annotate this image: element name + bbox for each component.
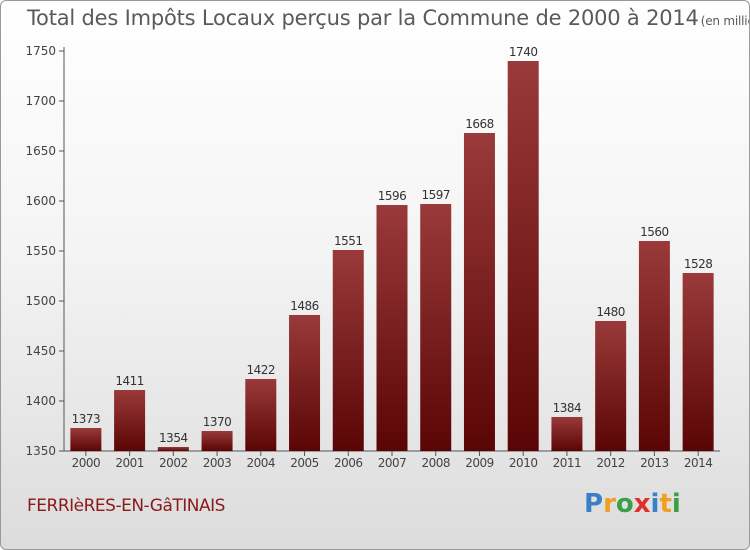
bar-2014 (682, 273, 714, 451)
x-tick-label-2012: 2012 (596, 456, 625, 470)
logo-letter: t (659, 489, 672, 519)
proxiti-logo: Proxiti (584, 489, 681, 519)
data-label-2008: 1597 (421, 188, 450, 202)
y-tick-label: 1350 (25, 444, 56, 458)
x-tick-label-2009: 2009 (465, 456, 494, 470)
x-tick-label-2000: 2000 (72, 456, 101, 470)
bar-2002 (157, 447, 189, 451)
y-tick-label: 1750 (25, 44, 56, 58)
bar-2011 (551, 417, 583, 451)
data-label-2013: 1560 (640, 225, 669, 239)
x-tick-label-2002: 2002 (159, 456, 188, 470)
commune-name: FERRIèRES-EN-GâTINAIS (27, 496, 225, 516)
bar-2004 (245, 379, 277, 451)
chart-title-text: Total des Impôts Locaux perçus par la Co… (27, 6, 699, 30)
data-label-2012: 1480 (596, 305, 625, 319)
x-tick-label-2001: 2001 (115, 456, 144, 470)
data-label-2003: 1370 (203, 415, 232, 429)
x-tick-label-2008: 2008 (421, 456, 450, 470)
bar-2009 (463, 133, 495, 451)
data-label-2000: 1373 (72, 412, 101, 426)
x-axis: 2000 2001 2002 2003 2004 2005 2006 2007 2008 2009… (64, 450, 720, 470)
y-tick-label: 1450 (25, 344, 56, 358)
bar-2001 (114, 390, 146, 451)
x-tick-label-2011: 2011 (553, 456, 582, 470)
bar-2012 (595, 321, 627, 451)
logo-letter: r (603, 489, 616, 519)
chart-title-unit: (en milliers d'€) (700, 14, 749, 28)
logo-letter: o (615, 489, 634, 519)
x-tick-label-2014: 2014 (684, 456, 713, 470)
data-label-2009: 1668 (465, 117, 494, 131)
y-axis: 1350 1400 1450 1500 1550 1600 1650 1700 1750 (25, 44, 65, 458)
x-tick-label-2003: 2003 (203, 456, 232, 470)
data-labels: 1373 1411 1354 1370 1422 1486 1551 1596 1597 1668… (72, 45, 713, 445)
y-tick-label: 1650 (25, 144, 56, 158)
bar-2013 (638, 241, 670, 451)
x-tick-label-2013: 2013 (640, 456, 669, 470)
x-tick-label-2006: 2006 (334, 456, 363, 470)
y-tick-label: 1700 (25, 94, 56, 108)
data-label-2010: 1740 (509, 45, 538, 59)
bar-2003 (201, 431, 233, 451)
y-tick-label: 1400 (25, 394, 56, 408)
data-label-2002: 1354 (159, 431, 188, 445)
logo-letter: i (650, 489, 660, 519)
bar-2008 (420, 204, 452, 451)
bar-2007 (376, 205, 408, 451)
data-label-2001: 1411 (115, 374, 144, 388)
data-label-2011: 1384 (553, 401, 582, 415)
x-tick-label-2007: 2007 (378, 456, 407, 470)
bar-2005 (289, 315, 321, 451)
bars (70, 61, 714, 451)
data-label-2007: 1596 (378, 189, 407, 203)
bar-2000 (70, 428, 102, 451)
logo-letter: i (671, 489, 681, 519)
x-tick-label-2005: 2005 (290, 456, 319, 470)
data-label-2006: 1551 (334, 234, 363, 248)
bar-2006 (332, 250, 364, 451)
chart-title: Total des Impôts Locaux perçus par la Co… (27, 6, 749, 30)
logo-letter: x (633, 489, 651, 519)
x-tick-label-2010: 2010 (509, 456, 538, 470)
y-tick-label: 1600 (25, 194, 56, 208)
logo-letter: P (584, 489, 604, 519)
bar-2010 (507, 61, 539, 451)
y-tick-label: 1550 (25, 244, 56, 258)
y-tick-label: 1500 (25, 294, 56, 308)
data-label-2005: 1486 (290, 299, 319, 313)
x-tick-label-2004: 2004 (247, 456, 276, 470)
data-label-2004: 1422 (247, 363, 276, 377)
data-label-2014: 1528 (684, 257, 713, 271)
